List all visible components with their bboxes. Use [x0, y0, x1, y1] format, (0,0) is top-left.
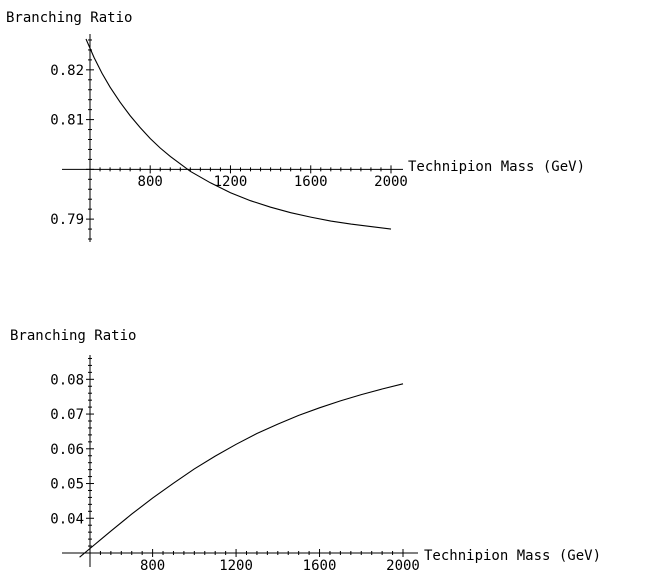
- chart-top: Branching Ratio Technipion Mass (GeV) 80…: [6, 10, 585, 242]
- chart-bottom-series-line: [79, 383, 404, 558]
- chart-bottom-y-tick-label: 0.06: [50, 442, 84, 458]
- chart-top-x-tick-label: 1600: [294, 174, 328, 190]
- chart-bottom-y-tick-label: 0.04: [50, 511, 84, 527]
- chart-bottom-y-tick-label: 0.08: [50, 372, 84, 388]
- chart-bottom-xlabel-text: Technipion Mass (GeV): [424, 548, 601, 564]
- chart-bottom-y-tick-label: 0.07: [50, 407, 84, 423]
- chart-top-y-tick-label: 0.82: [50, 63, 84, 79]
- chart-top-y-tick-label: 0.81: [50, 113, 84, 129]
- chart-bottom: Branching Ratio Technipion Mass (GeV) 80…: [10, 328, 601, 573]
- chart-top-x-tick-label: 800: [138, 174, 163, 190]
- chart-top-x-tick-label: 2000: [374, 174, 408, 190]
- chart-bottom-x-tick-label: 1200: [219, 558, 253, 573]
- chart-bottom-x-tick-label: 1600: [303, 558, 337, 573]
- chart-top-xlabel-text: Technipion Mass (GeV): [408, 159, 585, 175]
- chart-top-ylabel: Branching Ratio: [6, 10, 132, 26]
- chart-top-xlabel: Technipion Mass (GeV): [408, 159, 585, 175]
- chart-bottom-ylabel: Branching Ratio: [10, 328, 136, 344]
- chart-bottom-y-tick-label: 0.05: [50, 477, 84, 493]
- chart-bottom-x-tick-label: 800: [140, 558, 165, 573]
- chart-top-series-line: [85, 38, 392, 230]
- chart-bottom-xlabel: Technipion Mass (GeV): [424, 548, 601, 564]
- chart-top-x-tick-label: 1200: [214, 174, 248, 190]
- chart-top-y-tick-label: 0.79: [50, 212, 84, 228]
- chart-bottom-x-tick-label: 2000: [386, 558, 420, 573]
